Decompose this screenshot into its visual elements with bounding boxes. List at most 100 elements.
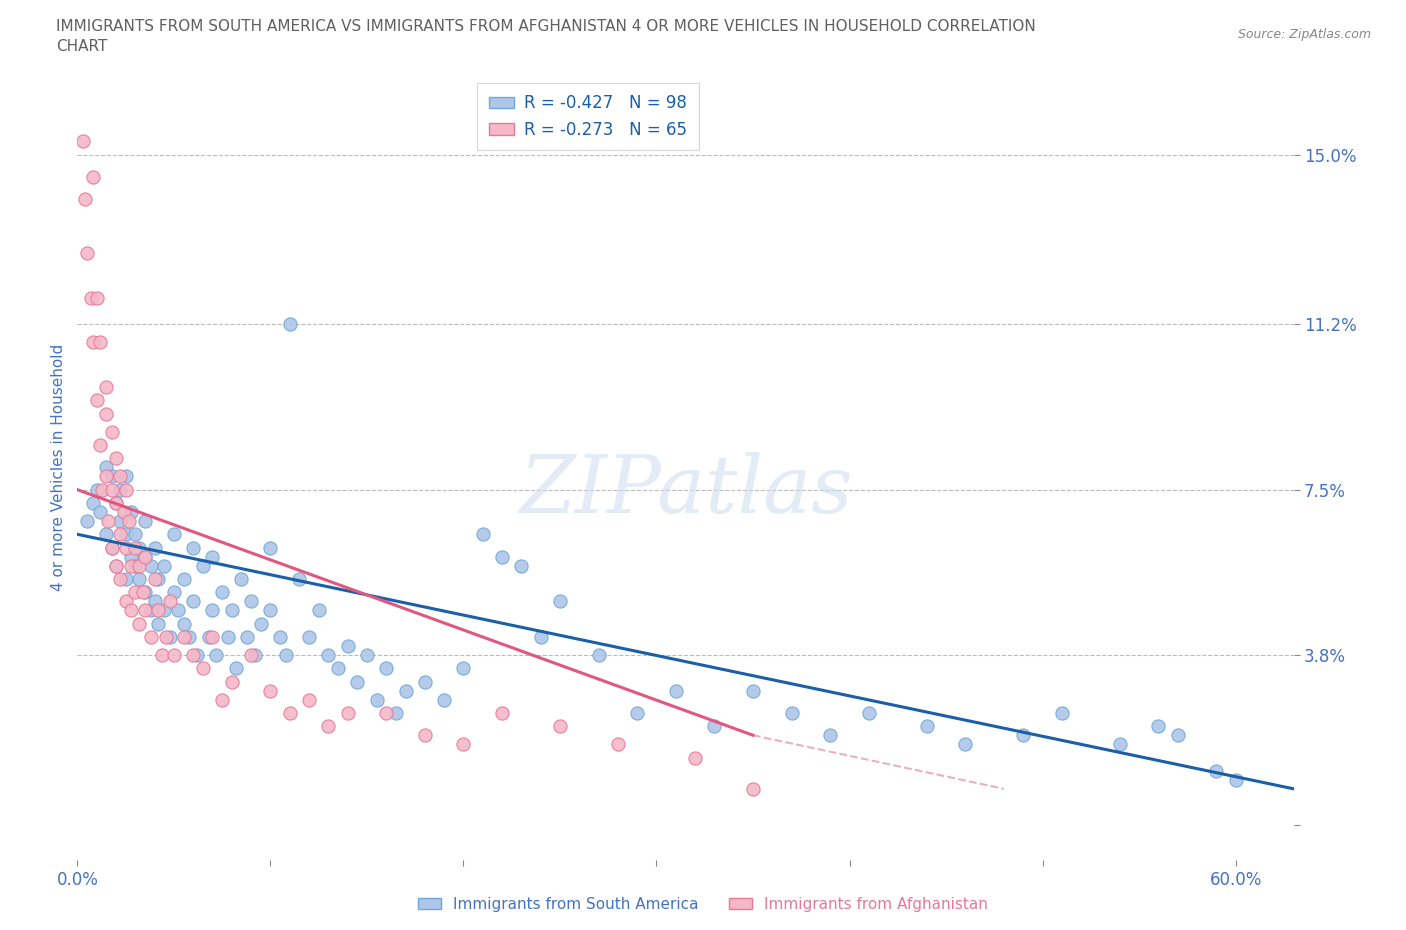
Point bbox=[259, 603, 281, 618]
Point bbox=[491, 706, 513, 721]
Point bbox=[179, 630, 201, 644]
Point bbox=[143, 572, 166, 587]
Point bbox=[1012, 728, 1035, 743]
Text: CHART: CHART bbox=[56, 39, 108, 54]
Point bbox=[211, 692, 233, 707]
Point bbox=[240, 594, 263, 609]
Point bbox=[1108, 737, 1130, 751]
Point bbox=[221, 674, 243, 689]
Point bbox=[413, 674, 436, 689]
Point bbox=[159, 594, 181, 609]
Point bbox=[163, 527, 186, 542]
Point bbox=[80, 290, 103, 305]
Point bbox=[148, 572, 170, 587]
Point bbox=[915, 719, 938, 734]
Point bbox=[114, 540, 136, 555]
Point bbox=[308, 603, 330, 618]
Point bbox=[1205, 764, 1227, 778]
Point bbox=[471, 527, 494, 542]
Point bbox=[101, 540, 124, 555]
Point bbox=[191, 558, 214, 573]
Point bbox=[89, 505, 111, 520]
Point bbox=[104, 496, 127, 511]
Point bbox=[134, 550, 156, 565]
Point bbox=[278, 706, 301, 721]
Point bbox=[1167, 728, 1189, 743]
Point bbox=[108, 572, 131, 587]
Point bbox=[181, 647, 204, 662]
Point bbox=[269, 630, 291, 644]
Point bbox=[191, 661, 214, 676]
Point bbox=[96, 460, 118, 475]
Point bbox=[201, 603, 224, 618]
Point bbox=[240, 647, 263, 662]
Point bbox=[742, 781, 765, 796]
Point bbox=[134, 603, 156, 618]
Point bbox=[114, 483, 136, 498]
Point bbox=[166, 603, 188, 618]
Point bbox=[114, 527, 136, 542]
Point bbox=[153, 558, 176, 573]
Point bbox=[143, 594, 166, 609]
Point bbox=[163, 647, 186, 662]
Point bbox=[72, 134, 94, 149]
Point bbox=[491, 550, 513, 565]
Point bbox=[326, 661, 349, 676]
Point bbox=[186, 647, 208, 662]
Point bbox=[128, 572, 150, 587]
Point bbox=[118, 513, 141, 528]
Point bbox=[1225, 773, 1247, 788]
Point bbox=[510, 558, 533, 573]
Point bbox=[259, 684, 281, 698]
Point bbox=[128, 617, 150, 631]
Point bbox=[298, 692, 321, 707]
Point bbox=[548, 719, 571, 734]
Point bbox=[134, 585, 156, 600]
Point bbox=[104, 451, 127, 466]
Point bbox=[120, 505, 142, 520]
Point bbox=[91, 483, 114, 498]
Point bbox=[231, 572, 253, 587]
Point bbox=[120, 558, 142, 573]
Point bbox=[124, 585, 146, 600]
Point bbox=[128, 558, 150, 573]
Point bbox=[96, 527, 118, 542]
Point bbox=[104, 496, 127, 511]
Point bbox=[606, 737, 628, 751]
Point bbox=[76, 513, 98, 528]
Point bbox=[249, 617, 271, 631]
Point bbox=[394, 684, 416, 698]
Legend: Immigrants from South America, Immigrants from Afghanistan: Immigrants from South America, Immigrant… bbox=[412, 891, 994, 918]
Point bbox=[104, 558, 127, 573]
Point bbox=[955, 737, 977, 751]
Point bbox=[114, 594, 136, 609]
Point bbox=[181, 540, 204, 555]
Point bbox=[288, 572, 311, 587]
Point bbox=[101, 540, 124, 555]
Point bbox=[375, 661, 398, 676]
Point bbox=[108, 469, 131, 484]
Point bbox=[101, 469, 124, 484]
Point bbox=[153, 603, 176, 618]
Point bbox=[104, 558, 127, 573]
Point bbox=[211, 585, 233, 600]
Point bbox=[139, 630, 162, 644]
Point bbox=[742, 684, 765, 698]
Y-axis label: 4 or more Vehicles in Household: 4 or more Vehicles in Household bbox=[51, 344, 66, 591]
Point bbox=[120, 603, 142, 618]
Point bbox=[108, 483, 131, 498]
Point bbox=[385, 706, 408, 721]
Point bbox=[89, 437, 111, 452]
Point bbox=[858, 706, 880, 721]
Point bbox=[108, 527, 131, 542]
Point bbox=[298, 630, 321, 644]
Point bbox=[201, 630, 224, 644]
Point bbox=[173, 630, 195, 644]
Point bbox=[139, 603, 162, 618]
Point bbox=[82, 335, 104, 350]
Point bbox=[101, 483, 124, 498]
Point bbox=[96, 406, 118, 421]
Point bbox=[108, 513, 131, 528]
Point bbox=[366, 692, 388, 707]
Point bbox=[96, 469, 118, 484]
